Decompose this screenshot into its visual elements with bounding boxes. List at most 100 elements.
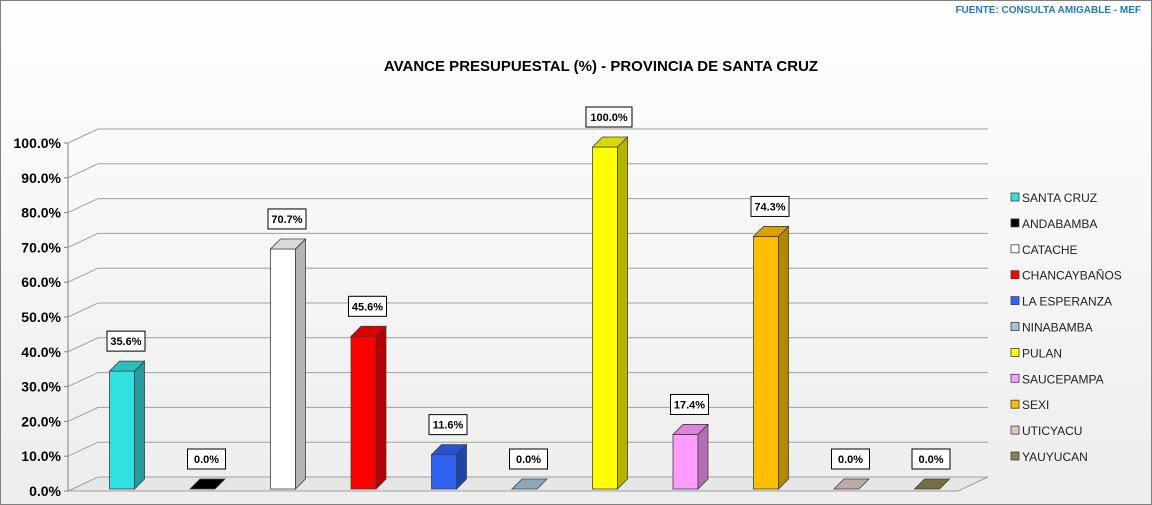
bar bbox=[833, 478, 870, 490]
legend-swatch bbox=[1010, 244, 1020, 254]
legend-label: PULAN bbox=[1022, 346, 1062, 360]
y-axis: 0.0% 10.0% 20.0% 30.0% 40.0% 50.0% 60.0% 70.0% 8… bbox=[14, 135, 68, 499]
legend-swatch bbox=[1010, 451, 1020, 461]
y-tick-label: 40.0% bbox=[21, 344, 61, 360]
legend-label: CATACHE bbox=[1022, 243, 1078, 257]
bar-front bbox=[270, 248, 296, 490]
bar bbox=[108, 360, 146, 490]
bar-front bbox=[350, 335, 377, 490]
bar-top bbox=[833, 478, 870, 490]
data-label-box bbox=[670, 393, 709, 415]
data-label: 74.3% bbox=[754, 201, 785, 213]
grid-line bbox=[67, 302, 988, 318]
data-label-box bbox=[106, 330, 146, 352]
legend: SANTA CRUZ ANDABAMBA CATACHE CHANCAYBAÑOS LA… bbox=[1010, 191, 1122, 464]
bar-side bbox=[375, 325, 387, 490]
data-label: 0.0% bbox=[194, 454, 219, 466]
bar bbox=[672, 423, 709, 490]
source-note: FUENTE: CONSULTA AMIGABLE - MEF bbox=[955, 5, 1141, 16]
bar-side bbox=[295, 237, 306, 490]
legend-label: YAUYUCAN bbox=[1022, 450, 1088, 464]
data-label: 17.4% bbox=[674, 399, 705, 411]
bar-top bbox=[269, 238, 307, 250]
data-label: 100.0% bbox=[590, 112, 628, 124]
data-label-box bbox=[428, 414, 468, 436]
y-tick-label: 20.0% bbox=[21, 413, 61, 429]
y-tick-label: 60.0% bbox=[21, 274, 61, 290]
legend-swatch bbox=[1010, 270, 1020, 280]
bar bbox=[913, 478, 951, 490]
bar-side bbox=[778, 225, 789, 490]
data-label: 45.6% bbox=[352, 301, 383, 313]
bar-front bbox=[672, 434, 699, 490]
data-label: 0.0% bbox=[516, 454, 541, 466]
y-tick-label: 50.0% bbox=[21, 309, 61, 325]
grid-line bbox=[67, 267, 988, 283]
legend-swatch bbox=[1010, 373, 1020, 383]
bar-side bbox=[134, 360, 145, 490]
y-tick-label: 0.0% bbox=[29, 483, 61, 499]
bar-top bbox=[430, 444, 468, 456]
grid-line bbox=[67, 337, 988, 353]
data-label-box bbox=[831, 448, 870, 470]
y-tick-label: 10.0% bbox=[21, 448, 61, 464]
grid-line bbox=[67, 406, 988, 422]
grid-line bbox=[67, 372, 988, 388]
y-tick-label: 70.0% bbox=[21, 239, 61, 255]
bar-top bbox=[913, 478, 951, 490]
bar-top bbox=[108, 360, 146, 372]
legend-swatch bbox=[1010, 192, 1020, 202]
data-label: 0.0% bbox=[838, 454, 863, 466]
bar bbox=[591, 136, 629, 490]
legend-label: LA ESPERANZA bbox=[1022, 295, 1112, 309]
legend-label: ANDABAMBA bbox=[1022, 217, 1097, 231]
data-label: 70.7% bbox=[271, 214, 302, 226]
y-tick-label: 80.0% bbox=[21, 205, 61, 221]
data-labels: 35.6% 0.0% 70.7% 45.6% 11.6% 0.0% 100.0% 17.4% 7… bbox=[106, 106, 951, 470]
bar-top bbox=[672, 424, 709, 435]
grid-line bbox=[67, 163, 988, 179]
legend-swatch bbox=[1010, 296, 1020, 306]
legend-label: SEXI bbox=[1022, 398, 1049, 412]
legend-swatch bbox=[1010, 347, 1020, 357]
legend-swatch bbox=[1010, 399, 1020, 409]
bar-front bbox=[753, 236, 779, 490]
bar bbox=[752, 225, 790, 490]
data-label-box bbox=[187, 448, 226, 470]
bar-side bbox=[617, 136, 628, 490]
bar-front bbox=[109, 370, 135, 490]
data-label-box bbox=[348, 295, 387, 317]
grid-line bbox=[67, 198, 988, 214]
data-label: 35.6% bbox=[110, 336, 141, 348]
bar-top bbox=[189, 478, 226, 490]
chart-title: AVANCE PRESUPUESTAL (%) - PROVINCIA DE S… bbox=[383, 58, 819, 75]
bar-top bbox=[350, 325, 387, 337]
bar-front bbox=[592, 146, 618, 490]
legend-swatch bbox=[1010, 218, 1020, 228]
legend-label: SAUCEPAMPA bbox=[1022, 372, 1104, 386]
y-tick-label: 90.0% bbox=[21, 170, 61, 186]
bar bbox=[430, 443, 468, 490]
data-label-box bbox=[509, 448, 548, 470]
bar bbox=[269, 237, 307, 490]
grid-line bbox=[67, 232, 988, 248]
y-tick-label: 100.0% bbox=[14, 135, 62, 151]
bar bbox=[350, 325, 387, 490]
grid-lines bbox=[67, 128, 989, 492]
legend-label: UTICYACU bbox=[1022, 424, 1082, 438]
bar-side bbox=[697, 423, 709, 490]
bars bbox=[108, 136, 951, 490]
grid-line bbox=[67, 128, 988, 144]
bar bbox=[511, 478, 548, 490]
bar-top bbox=[591, 136, 629, 148]
data-label: 11.6% bbox=[433, 420, 464, 432]
legend-label: NINABAMBA bbox=[1022, 321, 1093, 335]
legend-swatch bbox=[1010, 322, 1020, 331]
data-label: 0.0% bbox=[918, 454, 943, 466]
bar bbox=[189, 478, 226, 490]
bar-top bbox=[511, 478, 548, 490]
data-label-box bbox=[267, 208, 307, 230]
data-label-box bbox=[750, 195, 790, 217]
